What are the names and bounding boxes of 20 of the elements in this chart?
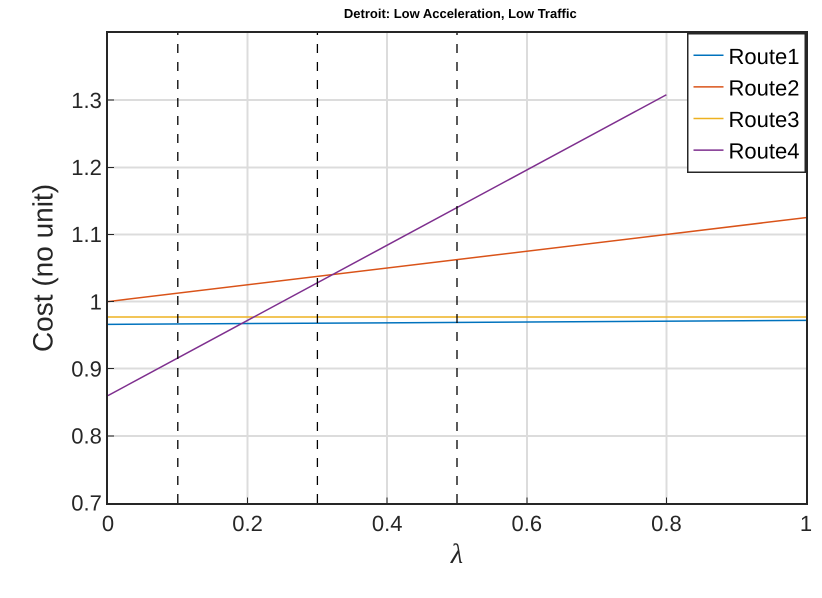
y-tick-label: 1.1 [71,222,102,248]
chart-title: Detroit: Low Acceleration, Low Traffic [344,6,577,22]
x-tick-label: 0.4 [372,511,402,536]
y-tick-label: 0.8 [71,424,102,449]
legend-label: Route3 [728,107,800,132]
y-tick-label: 0.7 [71,490,102,516]
legend-label: Route1 [728,44,800,69]
x-tick-label: 1 [800,511,812,536]
x-tick-label: 0.2 [232,511,263,536]
x-tick-label: 0.8 [651,511,682,536]
y-tick-label: 0.9 [71,356,102,382]
x-tick-label: 0.6 [512,511,542,536]
x-axis-title: λ [450,538,464,570]
y-tick-label: 1 [90,289,102,314]
legend-label: Route2 [728,75,800,100]
x-tick-label: 0 [102,511,114,536]
legend-label: Route4 [728,138,800,164]
y-tick-label: 1.2 [71,154,102,180]
y-tick-label: 1.3 [71,88,102,113]
y-axis-title: Cost (no unit) [27,184,58,352]
